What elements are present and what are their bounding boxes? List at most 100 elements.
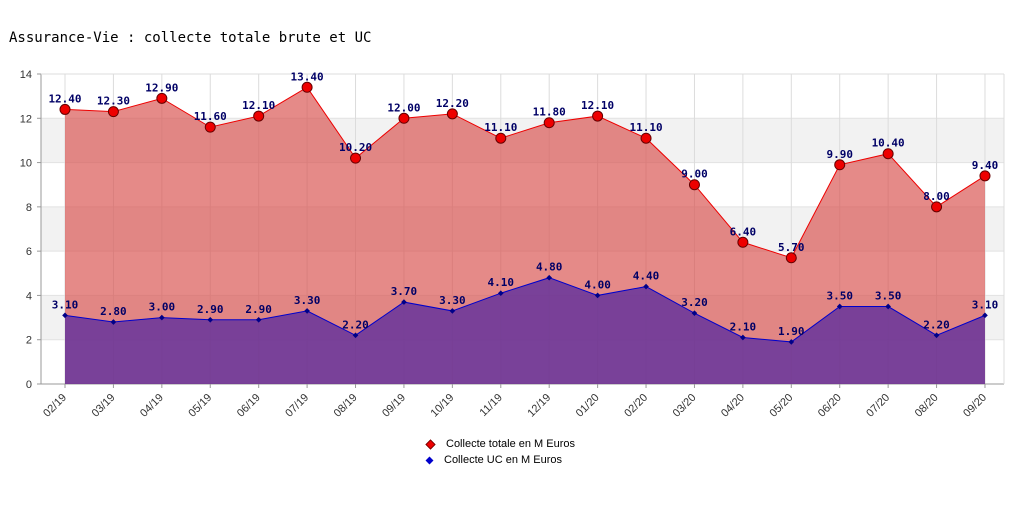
data-point-uc — [449, 308, 456, 314]
legend-label-total: Collecte totale en M Euros — [446, 438, 576, 450]
data-point-total — [640, 132, 652, 144]
y-tick-label: 6 — [26, 246, 32, 258]
y-tick-label: 0 — [26, 379, 32, 391]
data-point-uc — [159, 314, 165, 321]
data-label-uc: 4.10 — [488, 276, 515, 289]
data-point-uc — [836, 303, 843, 310]
data-label-uc: 3.10 — [972, 298, 999, 311]
x-tick-label: 05/20 — [767, 392, 795, 420]
data-point-uc — [255, 316, 262, 323]
data-point-uc — [352, 332, 359, 339]
data-point-uc — [594, 292, 601, 299]
x-tick-label: 08/19 — [332, 392, 360, 420]
data-label-total: 8.00 — [923, 190, 950, 203]
data-label-total: 9.40 — [972, 159, 999, 172]
x-tick-label: 12/19 — [525, 392, 553, 420]
data-point-total — [543, 117, 555, 129]
x-tick-label: 09/20 — [961, 392, 989, 420]
data-label-total: 12.00 — [387, 101, 420, 114]
data-point-total — [688, 179, 700, 191]
data-label-uc: 2.20 — [342, 318, 369, 331]
legend-marker-total — [425, 438, 436, 450]
data-label-total: 12.10 — [242, 99, 275, 112]
data-label-total: 5.70 — [778, 241, 805, 254]
chart-title: Assurance-Vie : collecte totale brute et… — [9, 30, 372, 46]
x-tick-label: 07/19 — [283, 392, 311, 420]
data-label-uc: 2.90 — [245, 303, 272, 316]
data-label-total: 11.60 — [194, 110, 227, 123]
data-point-uc — [788, 339, 795, 345]
data-point-total — [107, 106, 119, 118]
data-label-total: 13.40 — [291, 70, 324, 83]
data-label-total: 11.10 — [484, 121, 517, 134]
data-label-uc: 3.20 — [681, 296, 708, 309]
series-line-1 — [64, 277, 986, 343]
data-point-total — [592, 110, 604, 122]
data-point-uc — [401, 299, 407, 305]
data-point-uc — [885, 303, 891, 310]
legend-item-total: Collecte totale en M Euros — [425, 436, 576, 452]
y-tick-label: 10 — [20, 158, 32, 170]
data-point-total — [785, 252, 797, 264]
data-label-uc: 2.90 — [197, 303, 224, 316]
legend-label-uc: Collecte UC en M Euros — [444, 454, 562, 466]
data-point-uc — [933, 332, 940, 339]
data-label-total: 11.10 — [629, 121, 662, 134]
data-point-uc — [207, 316, 214, 323]
data-label-uc: 3.10 — [52, 298, 79, 311]
data-point-uc — [740, 334, 746, 341]
data-label-uc: 4.00 — [584, 278, 611, 291]
data-label-total: 10.20 — [339, 141, 372, 154]
data-label-uc: 3.50 — [875, 290, 902, 303]
data-label-uc: 3.00 — [149, 301, 176, 314]
x-tick-label: 06/20 — [816, 392, 844, 420]
data-label-total: 12.10 — [581, 99, 614, 112]
x-tick-label: 10/19 — [429, 392, 457, 420]
x-tick-label: 03/19 — [90, 392, 118, 420]
data-point-uc — [643, 283, 649, 290]
data-point-uc — [110, 319, 117, 325]
data-point-uc — [691, 310, 698, 316]
data-point-total — [59, 103, 71, 115]
y-tick-label: 4 — [26, 290, 32, 302]
legend-marker-uc — [425, 456, 434, 464]
legend-item-uc: Collecte UC en M Euros — [425, 452, 575, 468]
data-label-uc: 3.30 — [439, 294, 466, 307]
data-point-uc — [497, 290, 504, 297]
x-tick-label: 09/19 — [380, 392, 408, 420]
data-label-uc: 2.80 — [100, 305, 127, 318]
x-tick-label: 06/19 — [235, 392, 263, 420]
data-label-uc: 1.90 — [778, 325, 805, 338]
x-tick-label: 11/19 — [478, 392, 505, 419]
data-point-total — [301, 81, 313, 93]
data-point-total — [834, 159, 846, 171]
data-point-total — [156, 92, 168, 104]
data-point-total — [931, 201, 943, 213]
data-label-uc: 3.70 — [391, 285, 418, 298]
data-label-total: 11.80 — [533, 106, 566, 119]
series-area-0 — [65, 87, 985, 385]
data-label-uc: 3.50 — [826, 290, 853, 303]
data-label-uc: 3.30 — [294, 294, 321, 307]
data-point-uc — [982, 312, 988, 319]
data-label-total: 9.00 — [681, 168, 708, 181]
y-tick-label: 12 — [20, 113, 32, 125]
y-tick-label: 2 — [26, 335, 32, 347]
data-point-total — [495, 132, 507, 144]
data-point-total — [398, 112, 410, 124]
data-label-total: 12.20 — [436, 97, 469, 110]
data-point-total — [979, 170, 991, 182]
data-point-total — [446, 108, 458, 120]
data-label-uc: 2.10 — [730, 321, 757, 334]
x-tick-label: 02/19 — [41, 392, 69, 420]
x-tick-label: 04/19 — [138, 392, 166, 420]
data-label-total: 12.90 — [145, 81, 178, 94]
series-area-1 — [65, 277, 985, 384]
data-point-total — [882, 148, 894, 160]
y-tick-label: 8 — [26, 202, 32, 214]
data-point-total — [350, 152, 362, 164]
data-point-uc — [304, 308, 310, 314]
data-label-total: 9.90 — [826, 148, 853, 161]
x-tick-label: 01/20 — [574, 392, 602, 420]
